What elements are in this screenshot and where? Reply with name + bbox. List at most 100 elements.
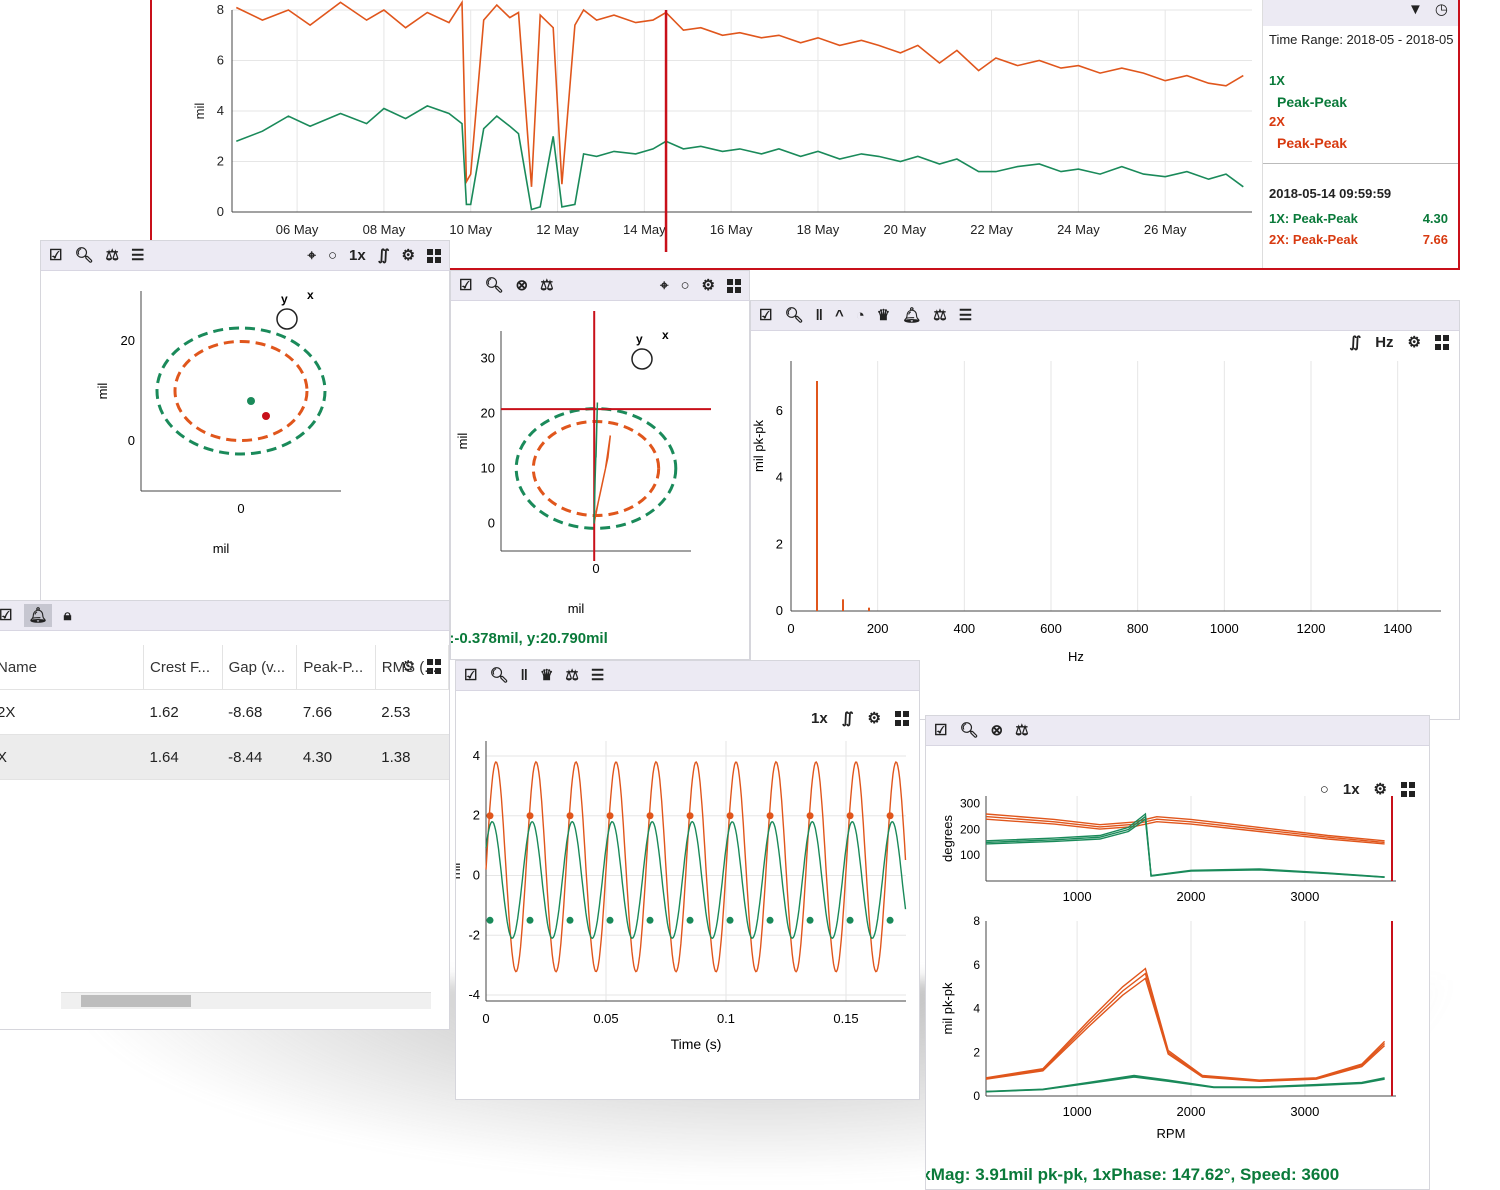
waveform-series-2x: [485, 760, 907, 973]
column-rms[interactable]: RMS (...: [375, 645, 449, 690]
orbit-point: [247, 397, 255, 405]
zoom-icon[interactable]: 🔍︎: [74, 247, 94, 264]
circle-icon[interactable]: ○: [327, 247, 338, 264]
integral-icon[interactable]: ∬: [841, 710, 854, 727]
spectrum-x-tick-label: 800: [1127, 621, 1149, 636]
balance-icon[interactable]: ⚖: [1015, 722, 1029, 739]
column-name[interactable]: Name: [0, 645, 144, 690]
zoom-icon[interactable]: 🔍︎: [784, 307, 804, 324]
cursor-value-2x: 7.66: [1422, 232, 1448, 247]
trend-y-tick-label: 2: [217, 154, 224, 169]
pause-icon[interactable]: ‖: [815, 307, 823, 324]
waveform-keyphasor-dot: [846, 916, 854, 924]
waveform-x-tick-label: 0.15: [833, 1011, 858, 1026]
spectrum-chart[interactable]: 0 200 400 600 800 1000 1200 1400 0 2 4 6 Hz mil pk-pk: [751, 341, 1460, 720]
checkbox-icon[interactable]: ☑: [464, 667, 478, 684]
speed-1x-button[interactable]: 1x: [811, 710, 828, 727]
integral-icon[interactable]: ∬: [1349, 334, 1362, 351]
unit-hz-button[interactable]: Hz: [1375, 334, 1394, 351]
layout-grid-icon[interactable]: [895, 711, 909, 726]
measurement-table-panel[interactable]: ☑ 🔔︎ 🔒︎ ⚙ Name Crest F... Gap (v... Peak…: [0, 600, 450, 1030]
column-crest[interactable]: Crest F...: [143, 645, 223, 690]
speed-1x-button[interactable]: 1x: [1342, 781, 1360, 798]
spectrum-x-tick-label: 400: [953, 621, 975, 636]
bode-mag-x-axis-label: RPM: [1157, 1126, 1186, 1141]
checkbox-icon[interactable]: ☑: [934, 722, 948, 739]
column-peak[interactable]: Peak-P...: [296, 645, 376, 690]
balance-icon[interactable]: ⚖: [105, 247, 119, 264]
trend-panel[interactable]: ▼ ◷ Time Range: 2018-05 - 2018-05 1X Pea…: [150, 0, 1460, 270]
layout-grid-icon[interactable]: [1401, 782, 1415, 797]
zoom-icon[interactable]: 🔍︎: [484, 277, 504, 294]
close-circle-icon[interactable]: ⊗: [515, 277, 529, 294]
legend-1x-label[interactable]: Peak-Peak: [1277, 94, 1348, 110]
waveform-y-tick-label: 0: [473, 867, 480, 882]
waveform-panel[interactable]: ☑ 🔍︎ ‖ ♛ ⚖ ☰ 1x ∬ ⚙ 0 0.05 0.1 0.15 -4 -2 0 2 4 T…: [455, 660, 920, 1100]
gear-icon[interactable]: ⚙: [867, 710, 881, 727]
cell-crest: 1.62: [143, 689, 223, 735]
legend-2x-group[interactable]: 2X: [1269, 114, 1285, 129]
table-row[interactable]: X 1.64 -8.44 4.30 1.38: [0, 734, 449, 780]
crown-icon[interactable]: ♛: [539, 667, 554, 684]
scrollbar-thumb[interactable]: [81, 995, 191, 1007]
gear-icon[interactable]: ⚙: [401, 247, 415, 264]
zoom-icon[interactable]: 🔍︎: [489, 667, 509, 684]
checkbox-icon[interactable]: ☑: [49, 247, 63, 264]
column-gap[interactable]: Gap (v...: [222, 645, 298, 690]
gear-icon[interactable]: ⚙: [701, 277, 715, 294]
target-icon[interactable]: ⌖: [660, 277, 669, 294]
checkbox-icon[interactable]: ☑: [0, 607, 13, 624]
bode-panel[interactable]: ☑ 🔍︎ ⊗ ⚖ ○ 1x ⚙ 1000 2000 3000 100 200 300 deg…: [925, 715, 1430, 1190]
close-circle-icon[interactable]: ⊗: [990, 722, 1004, 739]
waveform-y-axis-label: mil: [456, 863, 463, 880]
orbit-large-chart[interactable]: 0 10 20 30 0 mil mil y x: [451, 301, 750, 621]
menu-icon[interactable]: ☰: [590, 667, 605, 684]
bode-mag-y-tick-label: 2: [973, 1045, 980, 1059]
cell-rms: 1.38: [375, 734, 449, 780]
layout-grid-icon[interactable]: [727, 278, 741, 293]
caret-up-icon[interactable]: ^: [834, 307, 844, 324]
waveform-keyphasor-dot: [766, 812, 774, 820]
checkbox-icon[interactable]: ☑: [459, 277, 473, 294]
zoom-icon[interactable]: 🔍︎: [959, 722, 979, 739]
lock-icon[interactable]: 🔒︎: [63, 607, 72, 624]
waveform-x-tick-label: 0: [482, 1011, 489, 1026]
horizontal-scrollbar[interactable]: [61, 992, 431, 1009]
pause-icon[interactable]: ‖: [520, 667, 528, 684]
menu-icon[interactable]: ☰: [130, 247, 145, 264]
gauge-icon[interactable]: ◔: [855, 307, 865, 324]
legend-2x-label[interactable]: Peak-Peak: [1277, 135, 1348, 151]
orbit-direction-icon: [276, 308, 298, 330]
speed-1x-button[interactable]: 1x: [349, 247, 366, 264]
waveform-chart[interactable]: 0 0.05 0.1 0.15 -4 -2 0 2 4 Time (s) mil: [456, 731, 920, 1100]
gear-icon[interactable]: ⚙: [1407, 334, 1421, 351]
spectrum-panel[interactable]: ☑ 🔍︎ ‖ ^ ◔ ♛ 🔔︎ ⚖ ☰ ∬ Hz ⚙ 0 200 400 600 800…: [750, 300, 1460, 720]
waveform-toolbar: ☑ 🔍︎ ‖ ♛ ⚖ ☰: [456, 661, 919, 691]
crown-icon[interactable]: ♛: [876, 307, 891, 324]
layout-grid-icon[interactable]: [427, 248, 441, 263]
orbit-large-panel[interactable]: ☑ 🔍︎ ⊗ ⚖ ⌖ ○ ⚙ 0 10 20 30 0 mil mil y x x:-0.378…: [450, 270, 750, 660]
layout-grid-icon[interactable]: [1435, 335, 1449, 350]
bode-chart[interactable]: 1000 2000 3000 100 200 300 degrees 1000 2000 3000…: [926, 776, 1430, 1176]
legend-1x-group[interactable]: 1X: [1269, 73, 1285, 88]
integral-icon[interactable]: ∬: [377, 247, 390, 264]
menu-icon[interactable]: ☰: [958, 307, 973, 324]
checkbox-icon[interactable]: ☑: [759, 307, 773, 324]
orbit-small-panel[interactable]: ☑ 🔍︎ ⚖ ☰ ⌖ ○ 1x ∬ ⚙ 0 20 0 mil mil y x: [40, 240, 450, 610]
balance-icon[interactable]: ⚖: [933, 307, 947, 324]
orbit-small-chart[interactable]: 0 20 0 mil mil y x: [41, 271, 450, 610]
target-icon[interactable]: ⌖: [307, 247, 316, 264]
circle-icon[interactable]: ○: [680, 277, 690, 294]
balance-icon[interactable]: ⚖: [540, 277, 554, 294]
trend-chart[interactable]: 06 May 08 May 10 May 12 May 14 May 16 May 18 M…: [152, 0, 1262, 270]
circle-icon[interactable]: ○: [1319, 781, 1329, 798]
clock-icon[interactable]: ◷: [1434, 0, 1448, 18]
bell-icon[interactable]: 🔔︎: [24, 604, 52, 627]
gear-icon[interactable]: ⚙: [1373, 781, 1387, 798]
table-row[interactable]: 2X 1.62 -8.68 7.66 2.53: [0, 689, 449, 735]
bell-icon[interactable]: 🔔︎: [902, 307, 922, 324]
balance-icon[interactable]: ⚖: [565, 667, 579, 684]
filter-icon[interactable]: ▼: [1408, 0, 1423, 18]
spectrum-x-axis-label: Hz: [1068, 649, 1084, 664]
orbit-cursor-status: x:-0.378mil, y:20.790mil: [450, 630, 608, 647]
